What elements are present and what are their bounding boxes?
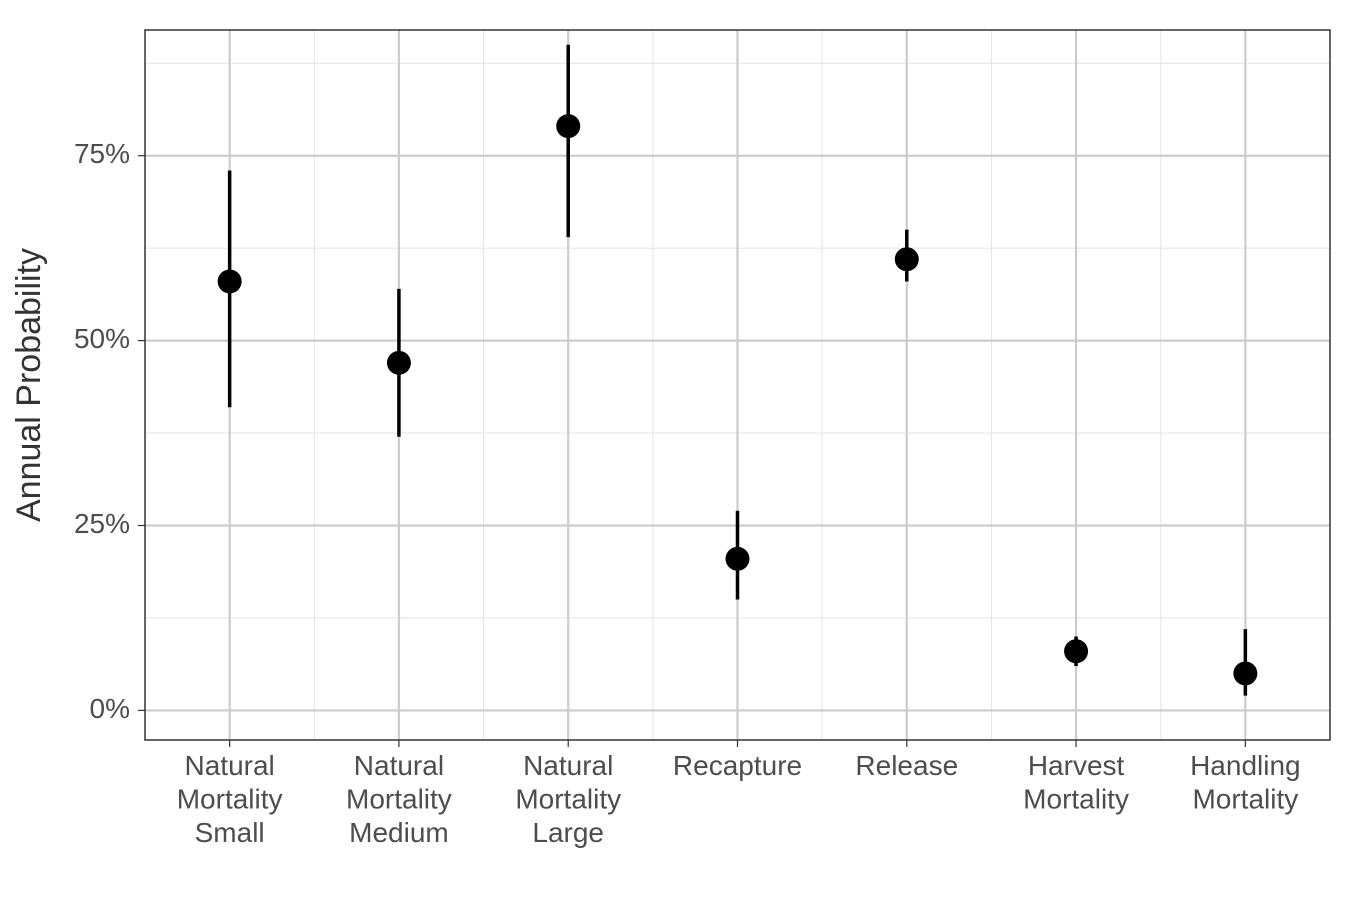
data-point — [895, 247, 919, 271]
data-point — [556, 114, 580, 138]
x-tick-label: NaturalMortalityMedium — [346, 750, 452, 848]
y-tick-label: 0% — [90, 693, 130, 724]
y-tick-label: 75% — [74, 138, 130, 169]
y-tick-label: 25% — [74, 508, 130, 539]
data-point — [726, 547, 750, 571]
y-tick-label: 50% — [74, 323, 130, 354]
data-point — [1064, 639, 1088, 663]
chart-container: 0%25%50%75%NaturalMortalitySmallNaturalM… — [0, 0, 1350, 900]
data-point — [218, 269, 242, 293]
x-tick-label: Release — [855, 750, 958, 781]
data-point — [1233, 661, 1257, 685]
x-tick-label: Recapture — [673, 750, 802, 781]
pointrange-chart: 0%25%50%75%NaturalMortalitySmallNaturalM… — [0, 0, 1350, 900]
y-axis-title: Annual Probability — [10, 248, 48, 522]
data-point — [387, 351, 411, 375]
